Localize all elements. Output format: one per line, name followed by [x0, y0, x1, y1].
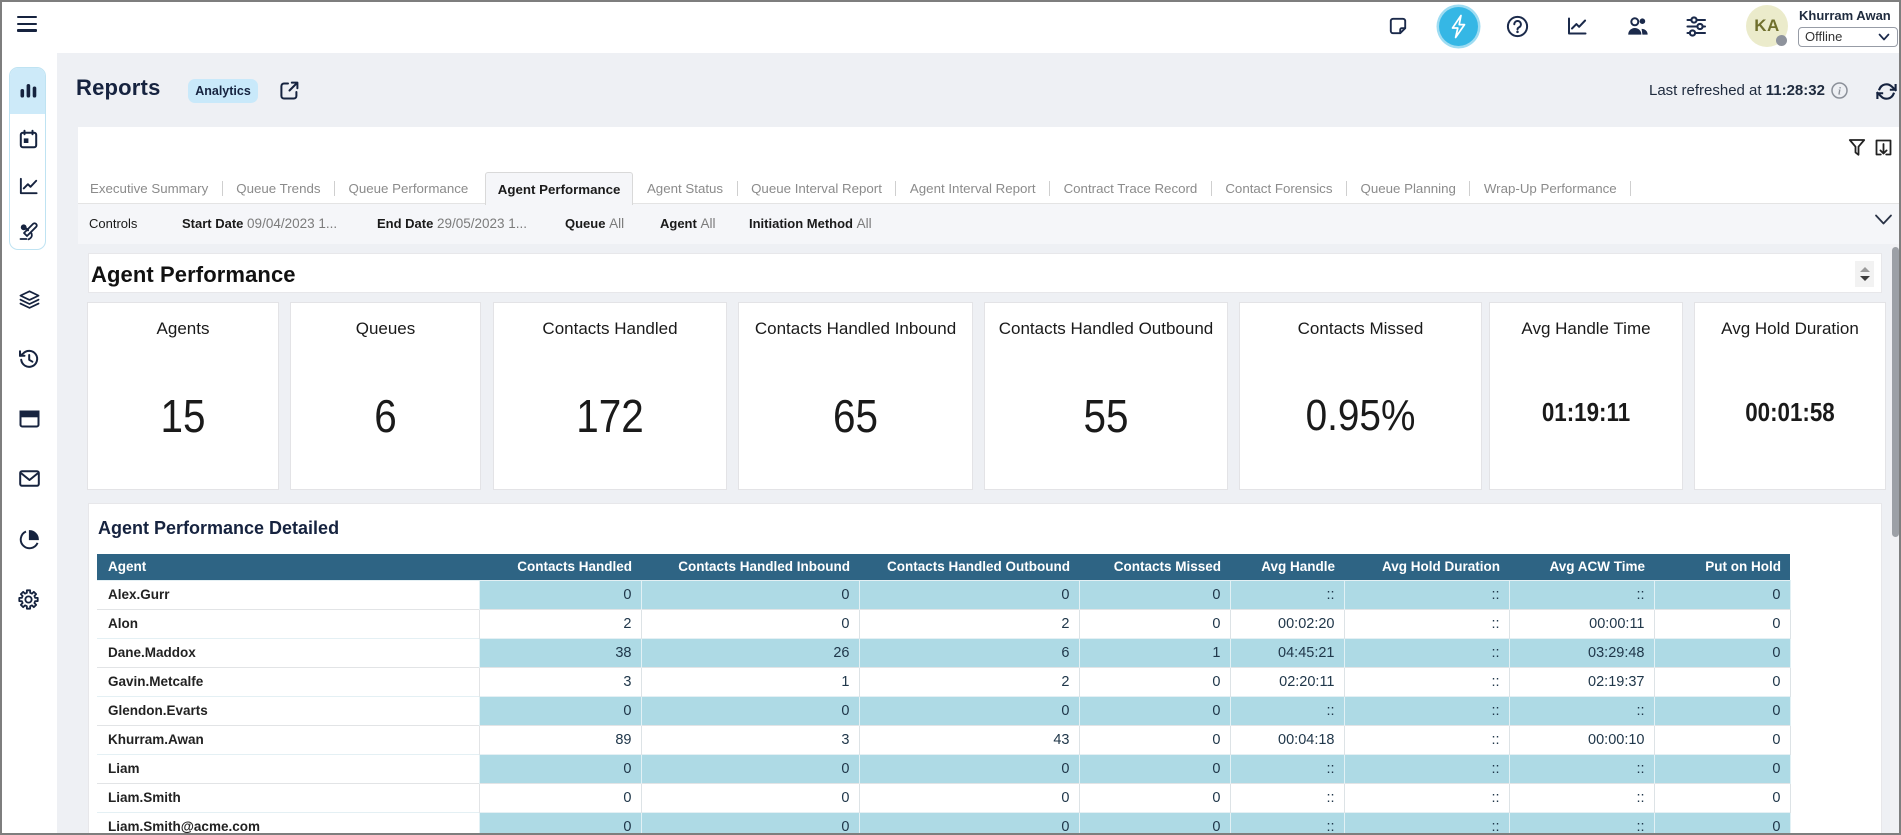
svg-text:i: i [1838, 86, 1841, 97]
